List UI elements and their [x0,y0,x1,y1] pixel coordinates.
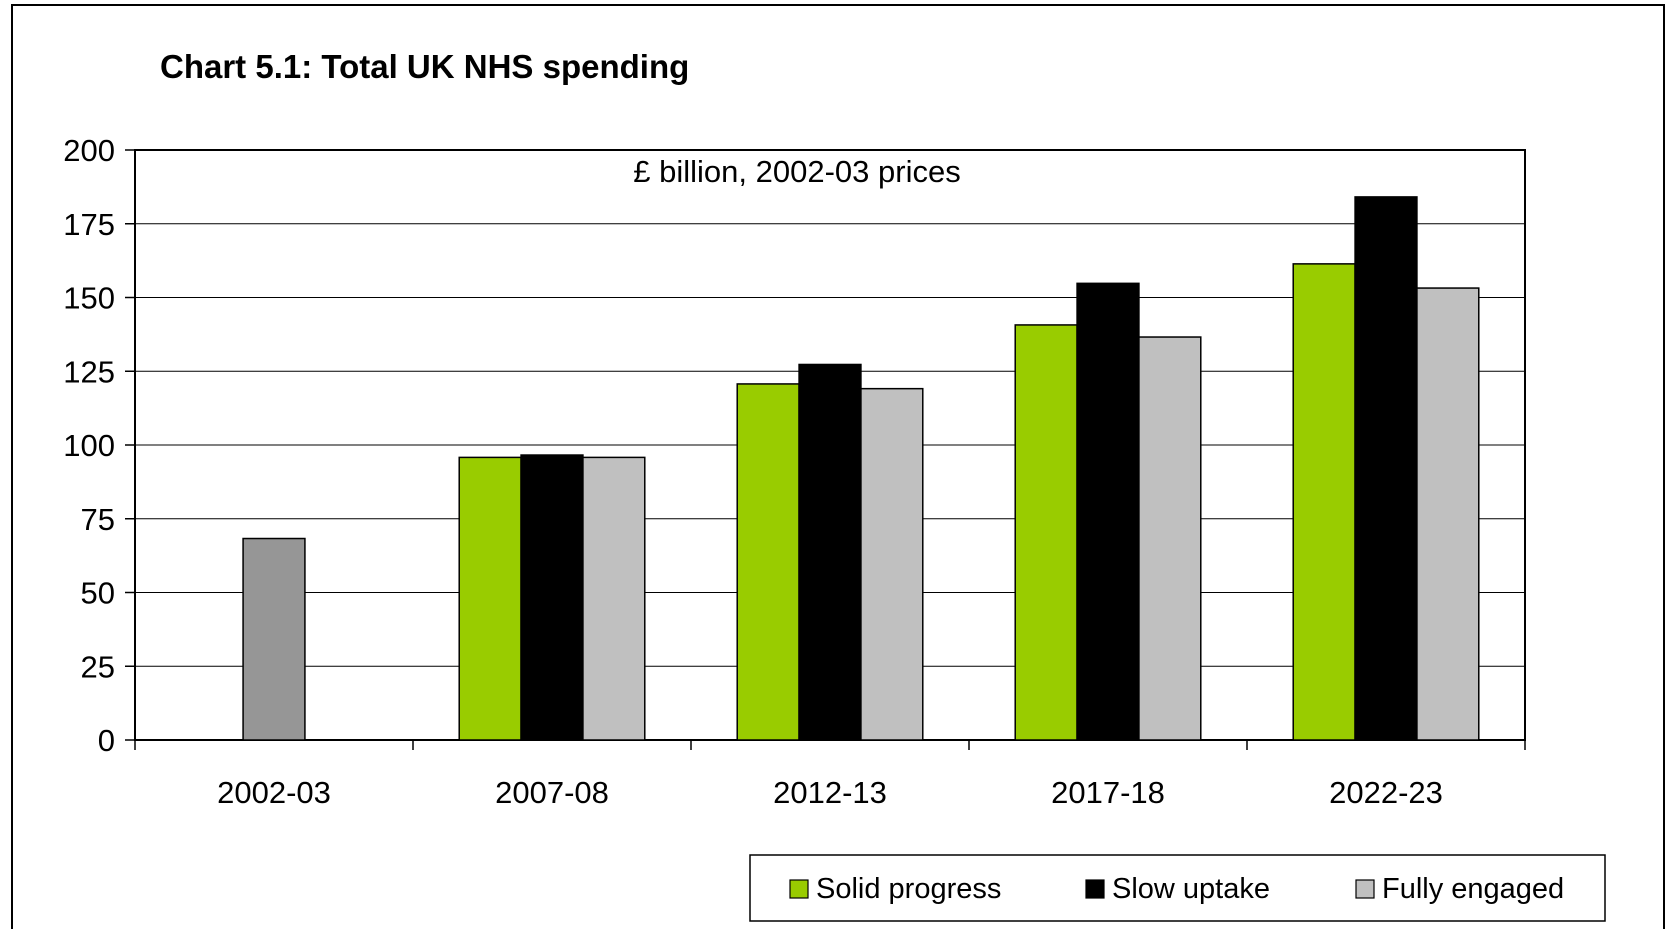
y-tick-label: 200 [63,133,115,168]
legend-swatch [789,879,809,899]
legend-label: Fully engaged [1382,873,1564,905]
legend-label: Slow uptake [1112,873,1270,905]
x-tick-label: 2007-08 [495,775,609,810]
y-tick-label: 25 [81,649,115,684]
bar-fully-engaged-2007-08 [582,456,646,741]
bar-slow-uptake-2022-23 [1354,196,1418,741]
bar-fully-engaged-2012-13 [860,387,924,741]
x-axis-ticks: 2002-03 2007-08 2012-13 2017-18 2022-23 [134,740,1526,810]
x-tick-label: 2012-13 [773,775,887,810]
bar-solid-progress-2007-08 [458,456,522,741]
x-tick-label: 2002-03 [217,775,331,810]
y-tick-label: 50 [81,576,115,611]
y-axis-ticks: 0 25 50 75 100 125 150 175 200 [63,133,135,758]
bar-slow-uptake-2007-08 [520,454,584,741]
legend-box [749,854,1606,922]
y-tick-label: 100 [63,428,115,463]
legend-swatch [1085,879,1105,899]
y-tick-label: 175 [63,207,115,242]
chart-title: Chart 5.1: Total UK NHS spending [160,48,689,85]
bar-slow-uptake-2017-18 [1076,282,1140,741]
bar-solid-progress-2012-13 [736,383,800,741]
bar-actual-2002-03 [242,537,306,741]
x-tick-label: 2022-23 [1329,775,1443,810]
bar-fully-engaged-2017-18 [1138,336,1202,741]
x-tick-label: 2017-18 [1051,775,1165,810]
bars [242,196,1480,741]
y-tick-label: 125 [63,354,115,389]
legend-swatch [1355,879,1375,899]
y-tick-label: 0 [98,723,115,758]
legend: Solid progress Slow uptake Fully engaged [749,854,1606,922]
bar-slow-uptake-2012-13 [798,363,862,741]
y-tick-label: 75 [81,502,115,537]
chart-subtitle: £ billion, 2002-03 prices [633,154,960,189]
bar-fully-engaged-2022-23 [1416,287,1480,741]
legend-label: Solid progress [816,873,1001,905]
y-tick-label: 150 [63,281,115,316]
bar-solid-progress-2022-23 [1292,263,1356,741]
bar-solid-progress-2017-18 [1014,324,1078,741]
